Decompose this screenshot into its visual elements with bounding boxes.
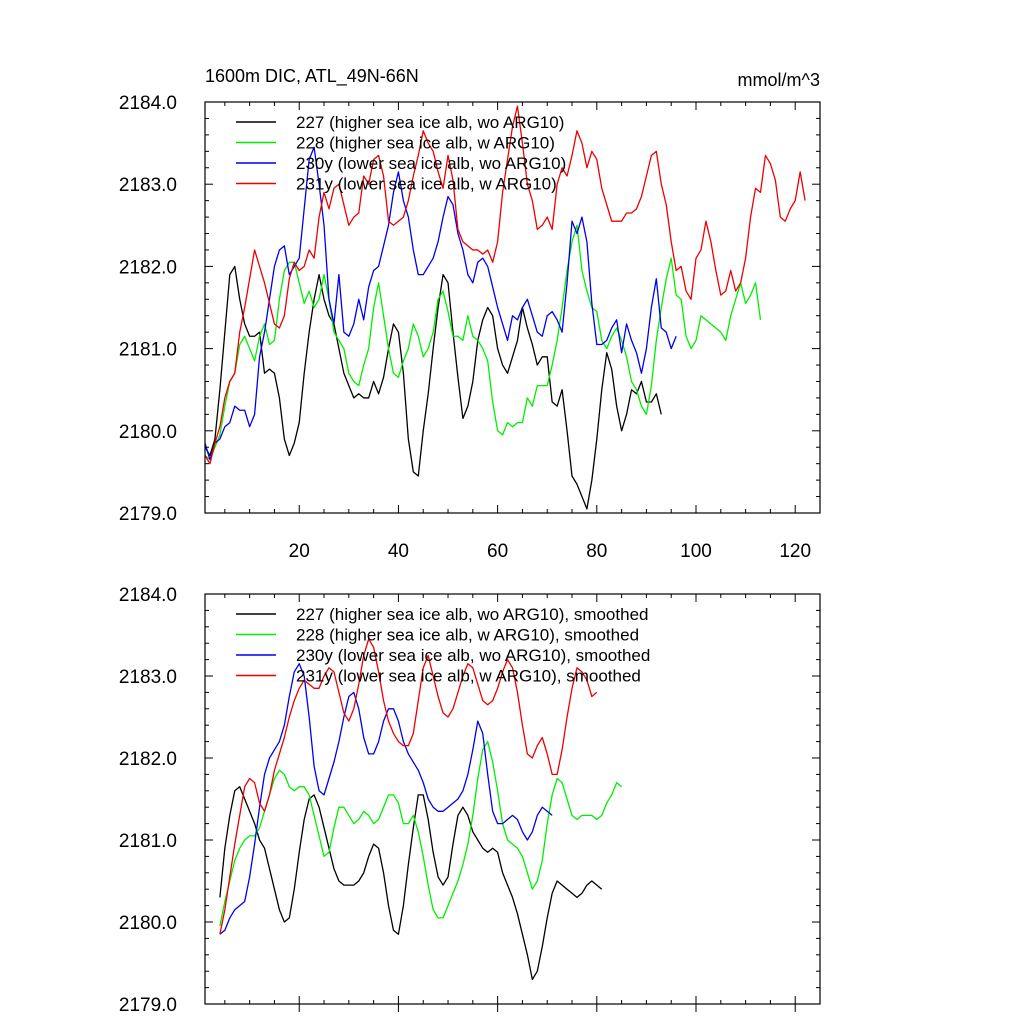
series-line-227 bbox=[219, 786, 603, 981]
legend-label: 230y (lower sea ice alb, wo ARG10), smoo… bbox=[296, 646, 650, 665]
y-tick-label: 2179.0 bbox=[119, 504, 177, 525]
series-line-227 bbox=[204, 265, 662, 510]
x-tick-label: 60 bbox=[487, 541, 508, 562]
legend-label: 228 (higher sea ice alb, w ARG10), smoot… bbox=[296, 626, 639, 645]
series-line-228 bbox=[204, 224, 762, 461]
legend-label: 231y (lower sea ice alb, w ARG10) bbox=[296, 175, 557, 194]
legend-label: 230y (lower sea ice alb, wo ARG10) bbox=[296, 154, 566, 173]
series-line-230y bbox=[204, 146, 677, 461]
y-tick-label: 2179.0 bbox=[119, 995, 177, 1016]
panel-raw: 2179.0 2180.0 2181.0 2182.0 2183.0 2184.0 20 40… bbox=[119, 93, 821, 562]
y-tick-label: 2183.0 bbox=[119, 667, 177, 688]
y-tick-label: 2181.0 bbox=[119, 340, 177, 361]
x-tick-label: 120 bbox=[779, 541, 811, 562]
y-tick-label: 2182.0 bbox=[119, 257, 177, 278]
series-line-228 bbox=[219, 740, 623, 927]
chart-title: 1600m DIC, ATL_49N-66N bbox=[205, 66, 419, 87]
x-tick-label: 100 bbox=[680, 541, 712, 562]
units-label: mmol/m^3 bbox=[738, 70, 820, 90]
y-tick-label: 2180.0 bbox=[119, 913, 177, 934]
legend-label: 227 (higher sea ice alb, wo ARG10) bbox=[296, 113, 564, 132]
y-tick-label: 2180.0 bbox=[119, 422, 177, 443]
legend-label: 227 (higher sea ice alb, wo ARG10), smoo… bbox=[296, 605, 648, 624]
legend-label: 228 (higher sea ice alb, w ARG10) bbox=[296, 134, 555, 153]
x-tick-label: 80 bbox=[586, 541, 607, 562]
legend: 227 (higher sea ice alb, wo ARG10) 228 (h… bbox=[236, 113, 566, 194]
y-tick-label: 2184.0 bbox=[119, 585, 177, 606]
series-line-230y bbox=[219, 663, 553, 935]
y-tick-label: 2182.0 bbox=[119, 749, 177, 770]
series-line-231y bbox=[219, 638, 598, 935]
y-tick-label: 2184.0 bbox=[119, 93, 177, 114]
series-line-231y bbox=[204, 105, 806, 465]
y-tick-label: 2183.0 bbox=[119, 175, 177, 196]
legend-label: 231y (lower sea ice alb, w ARG10), smoot… bbox=[296, 667, 641, 686]
x-tick-label: 40 bbox=[388, 541, 409, 562]
x-tick-label: 20 bbox=[289, 541, 310, 562]
plot-frame bbox=[204, 101, 821, 514]
panel-smoothed: 2179.0 2180.0 2181.0 2182.0 2183.0 2184.0 227 … bbox=[119, 585, 821, 1016]
plot-frame bbox=[204, 593, 821, 1005]
y-tick-label: 2181.0 bbox=[119, 831, 177, 852]
legend: 227 (higher sea ice alb, wo ARG10), smoo… bbox=[236, 605, 650, 686]
